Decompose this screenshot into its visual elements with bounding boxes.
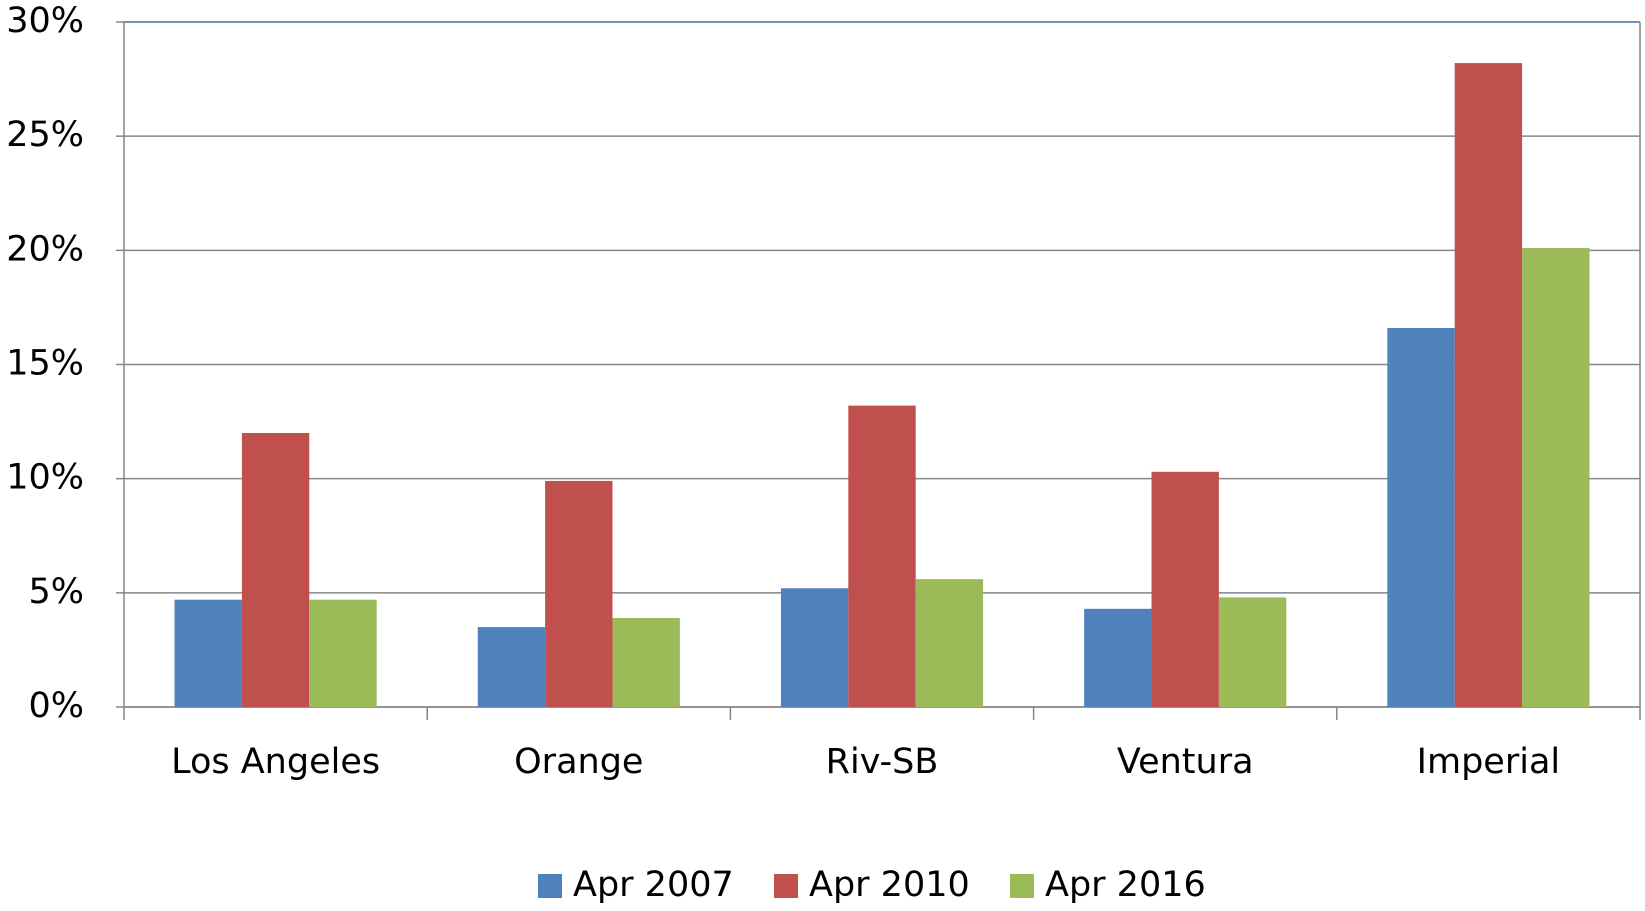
bar (1454, 63, 1523, 708)
bar (1522, 248, 1590, 708)
bar (915, 579, 984, 707)
x-tick-label: Orange (514, 742, 643, 782)
bar (1387, 327, 1455, 707)
x-tick-label: Imperial (1417, 742, 1560, 782)
bar (780, 588, 849, 707)
x-tick-label: Los Angeles (171, 742, 380, 782)
legend-label: Apr 2010 (809, 865, 970, 905)
legend-swatch (1010, 874, 1034, 898)
legend-label: Apr 2007 (573, 865, 734, 905)
bar (174, 599, 242, 707)
y-tick-label: 0% (28, 686, 84, 726)
bar (309, 599, 377, 707)
legend-label: Apr 2016 (1045, 865, 1206, 905)
x-tick-label: Riv-SB (826, 742, 939, 782)
y-tick-label: 5% (28, 572, 84, 612)
y-tick-label: 10% (6, 458, 84, 498)
y-tick-label: 30% (6, 1, 84, 41)
bar (848, 405, 916, 707)
bar (545, 480, 613, 707)
y-tick-label: 25% (6, 115, 84, 155)
bar (1218, 597, 1287, 707)
bar (612, 617, 680, 707)
bar (1084, 608, 1152, 707)
legend-swatch (538, 874, 562, 898)
legend-swatch (774, 874, 798, 898)
y-tick-label: 15% (6, 344, 84, 384)
x-tick-label: Ventura (1117, 742, 1254, 782)
y-tick-label: 20% (6, 229, 84, 269)
bar (1151, 471, 1219, 707)
bar (477, 627, 546, 707)
bar (241, 433, 310, 707)
